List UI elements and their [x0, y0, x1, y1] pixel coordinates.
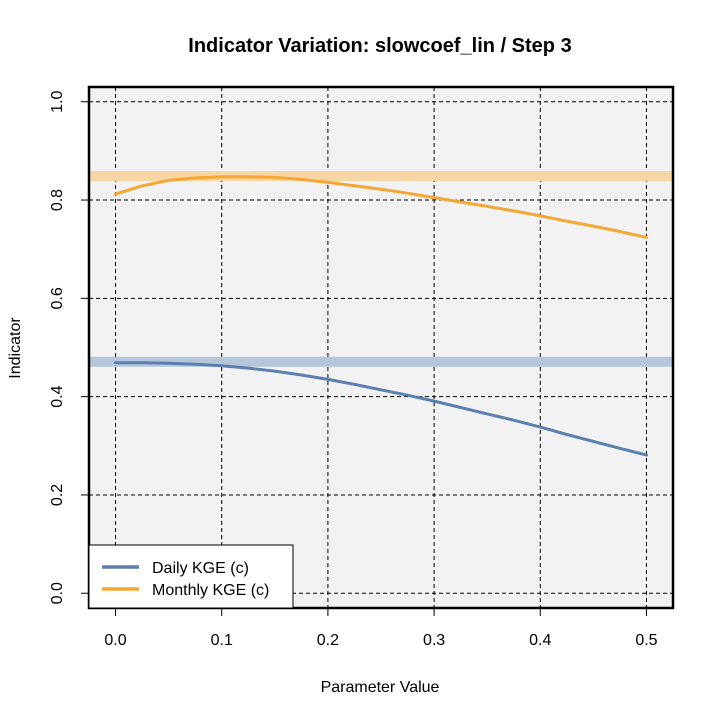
y-tick-label-1: 0.2	[49, 484, 66, 506]
plot-background	[89, 87, 673, 608]
x-tick-label-1: 0.1	[211, 632, 233, 649]
series-line-1	[114, 175, 648, 239]
x-tick-label-5: 0.5	[635, 632, 657, 649]
x-tick-label-2: 0.2	[317, 632, 339, 649]
y-axis-label: Indicator	[7, 317, 24, 379]
y-axis-ticks: 0.0 0.2 0.4 0.6 0.8 1.0	[49, 91, 89, 604]
legend-box	[88, 544, 294, 609]
y-tick-label-5: 1.0	[49, 91, 66, 113]
x-tick-label-3: 0.3	[423, 632, 445, 649]
y-tick-label-0: 0.0	[49, 582, 66, 604]
x-axis-ticks: 0.0 0.1 0.2 0.3 0.4 0.5	[104, 608, 658, 649]
y-tick-label-3: 0.6	[49, 287, 66, 309]
x-axis-label: Parameter Value	[321, 679, 440, 696]
legend-label-0: Daily KGE (c)	[152, 560, 249, 577]
x-tick-label-0: 0.0	[104, 632, 126, 649]
y-tick-label-4: 0.8	[49, 189, 66, 211]
y-tick-label-2: 0.4	[49, 385, 66, 407]
series-line-0	[114, 361, 648, 457]
reference-bands	[89, 170, 673, 367]
plot-border	[87, 85, 675, 610]
legend: Daily KGE (c) Monthly KGE (c)	[88, 544, 294, 609]
x-tick-label-4: 0.4	[529, 632, 551, 649]
legend-label-1: Monthly KGE (c)	[152, 582, 269, 599]
chart-title: Indicator Variation: slowcoef_lin / Step…	[188, 35, 571, 57]
series-lines	[114, 175, 648, 457]
